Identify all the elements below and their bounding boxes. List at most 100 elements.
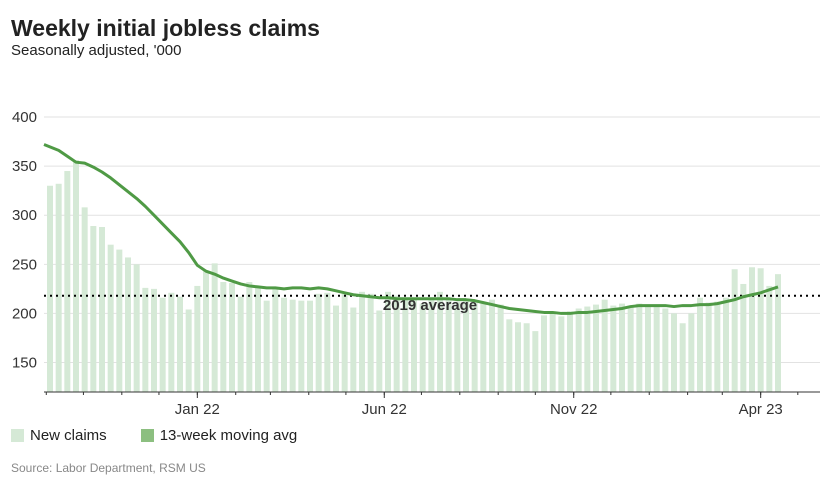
- bar: [593, 304, 599, 392]
- y-tick-label: 300: [12, 207, 37, 224]
- bar: [64, 171, 71, 392]
- bar: [506, 319, 513, 392]
- legend-label: 13-week moving avg: [159, 427, 298, 444]
- bar: [610, 305, 617, 392]
- bar: [497, 304, 504, 392]
- bar: [203, 271, 209, 392]
- bar: [714, 301, 721, 392]
- bar: [679, 323, 686, 392]
- bar: [194, 285, 201, 392]
- legend: New claims 13-week moving avg: [11, 427, 297, 444]
- x-tick-label: Jun 22: [362, 401, 407, 418]
- bar: [229, 282, 235, 392]
- bar: [116, 249, 123, 392]
- bar: [489, 299, 495, 392]
- bar: [177, 296, 183, 392]
- bar: [749, 267, 755, 392]
- bar: [73, 160, 79, 392]
- bar: [523, 323, 530, 392]
- source-note: Source: Labor Department, RSM US: [11, 461, 206, 475]
- bar: [662, 308, 669, 392]
- bar: [168, 292, 175, 392]
- chart-subtitle: Seasonally adjusted, '000: [11, 42, 182, 59]
- bar: [645, 304, 651, 392]
- bar: [454, 301, 461, 392]
- bar: [766, 285, 773, 392]
- bar: [107, 244, 114, 392]
- bar: [211, 263, 218, 392]
- bar: [549, 313, 556, 392]
- bar: [688, 313, 695, 392]
- bar: [653, 306, 660, 392]
- bar: [601, 299, 608, 392]
- bar: [47, 185, 53, 392]
- bar: [757, 268, 764, 392]
- bar: [151, 288, 157, 392]
- y-tick-label: 400: [12, 109, 37, 126]
- bar: [480, 303, 487, 392]
- y-tick-label: 200: [12, 305, 37, 322]
- bar: [133, 264, 140, 392]
- bar: [55, 183, 62, 392]
- moving-average-line: [43, 143, 779, 315]
- y-tick-label: 150: [12, 355, 37, 372]
- bar: [731, 269, 738, 392]
- bar: [237, 296, 244, 392]
- bar: [402, 298, 409, 392]
- bar: [367, 293, 374, 392]
- bar: [567, 311, 573, 392]
- legend-swatch-bars: [11, 429, 24, 442]
- bar: [393, 295, 400, 392]
- bar: [471, 300, 478, 392]
- bar: [359, 291, 365, 392]
- bar: [341, 293, 348, 392]
- bar: [558, 316, 565, 392]
- bar: [705, 302, 712, 392]
- bar: [445, 299, 452, 392]
- bar: [627, 307, 634, 392]
- bar: [220, 282, 227, 392]
- legend-label: New claims: [30, 427, 107, 444]
- bar: [246, 282, 253, 392]
- bar: [385, 291, 391, 392]
- bar: [350, 307, 357, 392]
- bar: [532, 331, 539, 392]
- legend-item-moving-avg: 13-week moving avg: [140, 427, 298, 444]
- bar: [159, 297, 166, 392]
- bar: [307, 300, 313, 392]
- bar: [324, 292, 331, 392]
- reference-line-label: 2019 average: [383, 297, 477, 314]
- bar: [636, 303, 643, 392]
- bar: [298, 300, 305, 392]
- bar: [515, 322, 521, 392]
- bar: [255, 287, 261, 392]
- legend-swatch-line: [140, 429, 154, 442]
- bar: [411, 299, 417, 392]
- bar: [584, 306, 591, 392]
- bar: [419, 303, 426, 392]
- bar: [90, 226, 97, 392]
- bar: [697, 297, 703, 392]
- legend-item-new-claims: New claims: [11, 427, 107, 444]
- chart-title: Weekly initial jobless claims: [11, 15, 320, 41]
- bar: [437, 291, 443, 392]
- bar: [619, 303, 625, 392]
- bar: [740, 283, 747, 392]
- bar: [671, 313, 677, 392]
- bar: [775, 274, 781, 392]
- x-tick-label: Apr 23: [739, 401, 783, 418]
- bar: [428, 298, 435, 392]
- bar: [463, 298, 469, 392]
- y-tick-label: 350: [12, 158, 37, 175]
- bar: [263, 300, 270, 392]
- bar: [142, 287, 149, 392]
- bar: [281, 297, 287, 392]
- bar: [125, 257, 131, 392]
- bar: [333, 305, 339, 392]
- x-tick-label: Nov 22: [550, 401, 598, 418]
- bar: [185, 309, 192, 392]
- bar: [315, 293, 322, 392]
- bar: [272, 287, 279, 392]
